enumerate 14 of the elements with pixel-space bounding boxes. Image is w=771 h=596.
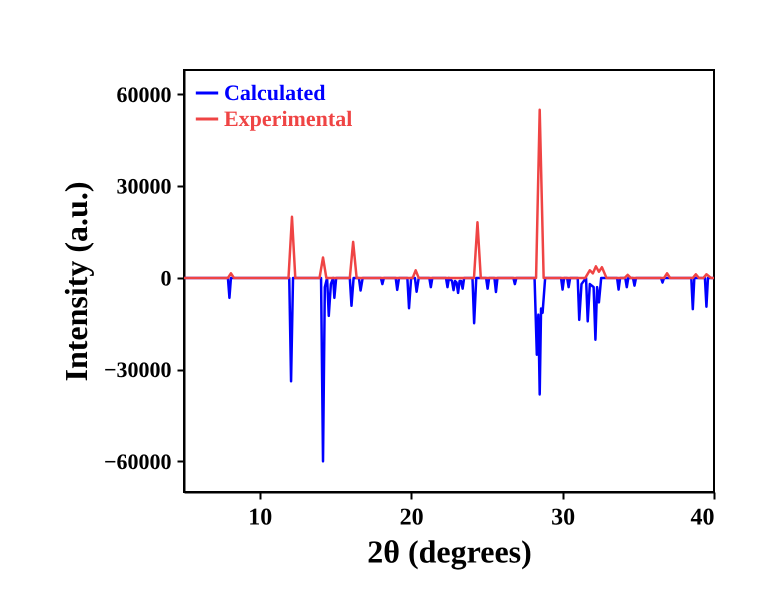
y-tick-label: 60000 xyxy=(116,82,172,107)
x-tick-label: 40 xyxy=(690,504,714,530)
x-tick-label: 20 xyxy=(400,504,424,530)
legend-label: Calculated xyxy=(224,80,326,105)
y-axis-title: Intensity (a.u.) xyxy=(58,181,94,382)
y-tick-label: −60000 xyxy=(104,448,172,474)
x-tick-label: 30 xyxy=(551,504,576,530)
x-axis-title: 2θ (degrees) xyxy=(367,534,532,570)
y-tick-label: −30000 xyxy=(104,357,172,382)
y-tick-label: 0 xyxy=(160,265,172,290)
x-tick-label: 10 xyxy=(248,504,272,530)
legend-label: Experimental xyxy=(224,106,352,131)
line-series xyxy=(184,108,714,280)
y-tick-label: 30000 xyxy=(116,174,172,199)
